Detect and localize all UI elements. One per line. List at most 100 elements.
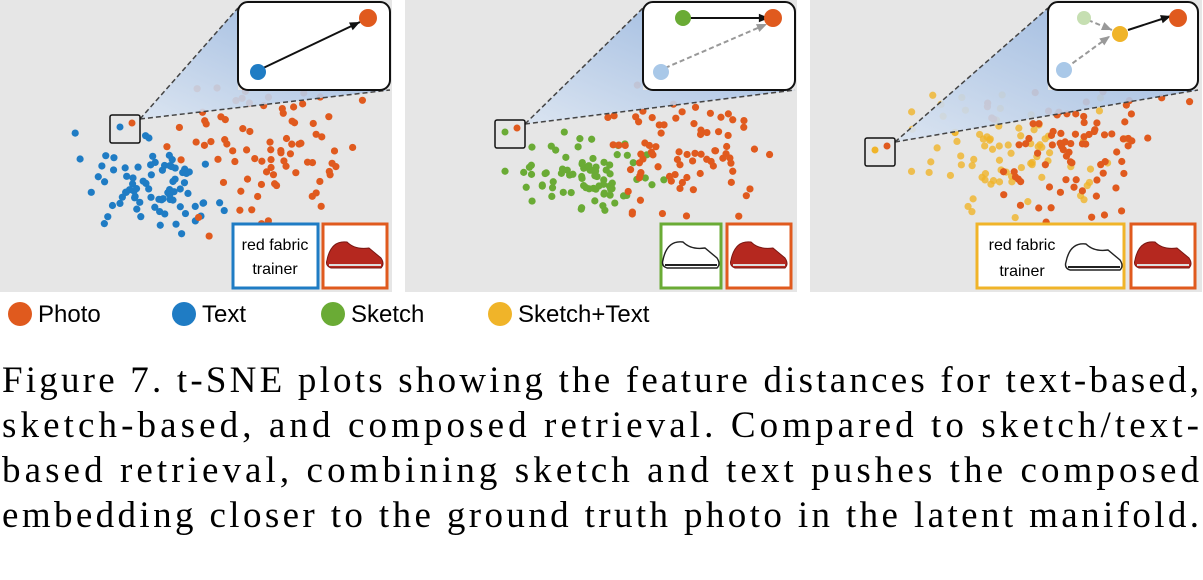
embedding-dot — [330, 147, 339, 155]
inset-dot — [1112, 26, 1128, 42]
embedding-dot — [109, 166, 118, 174]
embedding-dot — [604, 113, 612, 122]
embedding-dot — [995, 156, 1004, 164]
embedding-dot — [654, 163, 662, 171]
embedding-dot — [123, 172, 131, 180]
embedding-dot — [149, 152, 157, 160]
embedding-dot — [765, 150, 774, 159]
embedding-dot — [1035, 204, 1043, 212]
embedding-dot — [110, 154, 118, 162]
embedding-dot — [116, 199, 124, 207]
embedding-dot — [1017, 132, 1025, 140]
embedding-dot — [1011, 213, 1019, 222]
embedding-dot — [1007, 149, 1015, 157]
embedding-dot — [1072, 110, 1080, 118]
embedding-dot — [981, 176, 989, 184]
embedding-dot — [236, 206, 244, 214]
embedding-dot — [908, 108, 916, 116]
embedding-dot — [1080, 112, 1088, 121]
embedding-dot — [682, 212, 691, 220]
embedding-dot — [288, 117, 296, 125]
embedding-dot — [1062, 176, 1070, 184]
embedding-dot — [295, 140, 303, 148]
embedding-dot — [660, 176, 668, 184]
zoom-line — [894, 89, 1199, 143]
embedding-dot — [1093, 119, 1101, 127]
embedding-dot — [1048, 141, 1056, 149]
embedding-dot — [589, 184, 598, 192]
embedding-dot — [201, 160, 209, 168]
legend-swatch — [8, 302, 32, 326]
embedding-dot — [151, 158, 159, 166]
embedding-dot — [925, 168, 933, 177]
embedding-dot — [582, 184, 590, 192]
embedding-dot — [163, 143, 171, 151]
embedding-dot — [623, 151, 631, 159]
embedding-dot — [968, 208, 976, 216]
embedding-dot — [262, 168, 271, 176]
embedding-dot — [648, 181, 656, 189]
embedding-dot — [1092, 192, 1100, 200]
embedding-dot — [1080, 118, 1088, 127]
embedding-dot — [299, 100, 307, 108]
embedding-dot — [957, 152, 965, 160]
embedding-dot — [641, 174, 649, 182]
embedding-dot — [134, 163, 142, 171]
embedding-dot — [676, 161, 684, 169]
embedding-dot — [595, 182, 603, 190]
embedding-dot — [1099, 169, 1107, 177]
embedding-dot — [271, 180, 279, 188]
query-text: red fabric — [242, 237, 309, 254]
embedding-dot — [277, 147, 285, 155]
embedding-dot — [981, 170, 990, 178]
embedding-dot — [501, 167, 509, 175]
embedding-dot — [292, 169, 300, 177]
embedding-dot — [609, 141, 617, 149]
embedding-dot — [652, 143, 660, 151]
embedding-dot — [567, 188, 575, 197]
embedding-dot — [988, 145, 997, 153]
embedding-dot — [170, 188, 178, 196]
embedding-dot — [740, 123, 748, 131]
embedding-dot — [1004, 141, 1012, 149]
embedding-dot — [332, 163, 340, 171]
embedding-dot — [658, 209, 667, 218]
embedding-dot — [602, 166, 610, 174]
embedding-dot — [688, 157, 697, 165]
embedding-dot — [1113, 148, 1121, 156]
embedding-dot — [269, 171, 278, 179]
embedding-dot — [981, 142, 989, 150]
embedding-dot — [591, 197, 599, 205]
embedding-dot — [1101, 158, 1109, 166]
embedding-dot — [219, 178, 228, 187]
embedding-dot — [216, 199, 224, 207]
zoom-square — [864, 137, 896, 167]
embedding-dot — [246, 127, 254, 136]
embedding-dot — [151, 203, 159, 211]
embedding-dot — [267, 155, 275, 164]
embedding-dot — [750, 145, 759, 153]
embedding-dot — [676, 184, 684, 193]
embedding-dot — [729, 116, 737, 124]
embedding-dot — [578, 158, 586, 167]
embedding-dot — [672, 114, 680, 122]
embedding-dot — [946, 171, 955, 180]
legend-swatch — [172, 302, 196, 326]
embedding-dot — [1057, 129, 1065, 138]
zoom-wedge — [525, 8, 795, 124]
embedding-dot — [599, 202, 607, 210]
embedding-dot — [1008, 178, 1016, 186]
embedding-dot — [624, 187, 632, 196]
embedding-dot — [318, 133, 326, 141]
inset-dot — [250, 64, 266, 80]
photo-shoe — [326, 241, 384, 269]
embedding-dot — [207, 137, 215, 146]
inset-arrow — [664, 23, 768, 69]
zoom-line — [139, 7, 239, 120]
arrow-head — [1160, 15, 1171, 24]
inset-dot — [764, 9, 782, 27]
zoom-dot — [128, 119, 136, 127]
zoom-line — [524, 89, 796, 125]
embedding-dot — [667, 177, 675, 185]
embedding-dot — [907, 167, 916, 175]
